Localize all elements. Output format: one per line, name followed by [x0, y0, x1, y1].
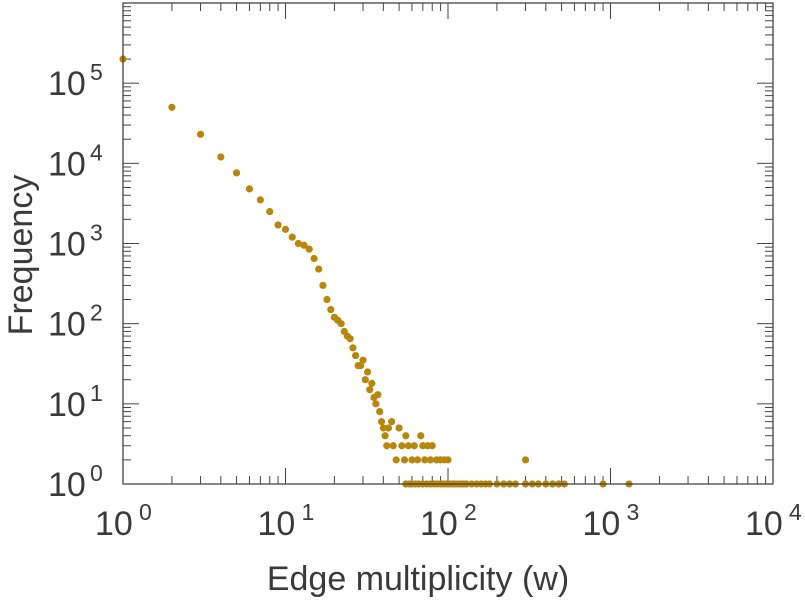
y-tick-label-base: 10	[48, 226, 86, 264]
data-point	[395, 424, 403, 432]
y-axis-title: Frequency	[2, 175, 40, 336]
y-tick-label: 10 3	[48, 220, 103, 264]
data-point	[426, 456, 435, 464]
data-point	[256, 196, 264, 204]
axis-ticks	[122, 3, 774, 485]
data-point	[392, 456, 400, 464]
data-point	[383, 442, 391, 450]
data-point	[444, 456, 452, 464]
data-point	[428, 442, 436, 450]
x-tick-label-exponent: 4	[789, 499, 802, 525]
y-tick-label-base: 10	[48, 145, 86, 183]
x-tick-label-exponent: 0	[139, 499, 152, 525]
data-point	[363, 368, 372, 376]
data-point	[421, 456, 429, 464]
x-tick-label-base: 10	[420, 505, 458, 543]
data-point	[310, 254, 318, 263]
x-tick-label: 10 0	[95, 499, 152, 543]
data-point	[413, 456, 422, 464]
data-point	[402, 432, 410, 440]
x-tick-label-exponent: 3	[627, 499, 640, 525]
data-point	[410, 442, 418, 450]
data-point	[357, 361, 365, 370]
data-point	[372, 400, 380, 408]
data-point	[300, 241, 308, 249]
data-point	[349, 344, 357, 352]
y-tick-label: 10 5	[48, 59, 103, 103]
data-point	[196, 130, 205, 138]
x-axis-title: Edge multiplicity (w)	[267, 560, 569, 598]
data-point	[327, 305, 335, 314]
x-tick-label-exponent: 1	[302, 499, 315, 525]
x-tick-label: 10 3	[583, 499, 640, 543]
data-point	[368, 379, 376, 387]
data-point	[521, 456, 530, 464]
data-point	[266, 207, 274, 216]
data-point	[288, 233, 296, 241]
data-point	[281, 225, 290, 233]
data-point	[381, 432, 389, 440]
data-point	[294, 239, 302, 248]
data-point	[374, 391, 382, 399]
y-tick-label: 10 0	[48, 460, 103, 504]
data-point	[351, 351, 360, 360]
data-point	[384, 424, 393, 432]
data-point	[168, 103, 176, 111]
data-point	[376, 408, 384, 416]
data-points	[119, 55, 633, 488]
data-point	[315, 265, 323, 273]
data-point	[388, 418, 396, 426]
x-tick-label: 10 4	[745, 499, 802, 543]
x-tick-label-base: 10	[745, 505, 783, 543]
data-point	[377, 418, 386, 426]
data-point	[319, 281, 327, 290]
data-point	[245, 185, 254, 193]
y-tick-label-exponent: 1	[90, 380, 103, 406]
data-point	[389, 442, 397, 450]
data-point	[274, 221, 282, 229]
data-point	[359, 356, 367, 364]
x-tick-label: 10 2	[420, 499, 477, 543]
x-tick-labels: 10 0 10 1 10 2 10 3 10 4	[95, 499, 802, 543]
data-point	[408, 456, 416, 464]
x-tick-label-base: 10	[95, 505, 133, 543]
y-tick-label-base: 10	[48, 306, 86, 344]
data-point	[366, 386, 374, 394]
x-tick-label-base: 10	[583, 505, 621, 543]
data-point	[337, 320, 345, 328]
plot-frame	[122, 2, 774, 485]
y-tick-label-exponent: 2	[90, 300, 103, 326]
data-point	[346, 335, 354, 343]
data-point	[398, 442, 406, 450]
y-tick-label: 10 2	[48, 300, 103, 344]
y-tick-label: 10 4	[48, 139, 103, 183]
data-point	[404, 442, 412, 450]
y-tick-label-base: 10	[48, 65, 86, 103]
data-point	[217, 153, 225, 161]
data-point	[361, 376, 369, 384]
data-point	[400, 456, 409, 464]
y-tick-label-exponent: 3	[90, 220, 103, 246]
data-point	[232, 169, 241, 177]
x-tick-label-base: 10	[258, 505, 296, 543]
x-tick-label: 10 1	[258, 499, 315, 543]
data-point	[379, 424, 387, 432]
data-point	[323, 295, 331, 304]
y-tick-label-base: 10	[48, 466, 86, 504]
y-tick-label: 10 1	[48, 380, 103, 424]
y-tick-label-base: 10	[48, 386, 86, 424]
y-tick-label-exponent: 0	[90, 460, 103, 486]
y-tick-label-exponent: 5	[90, 59, 103, 85]
data-point	[417, 432, 425, 440]
y-tick-label-exponent: 4	[90, 139, 103, 165]
data-point	[305, 245, 313, 253]
x-tick-label-exponent: 2	[464, 499, 477, 525]
